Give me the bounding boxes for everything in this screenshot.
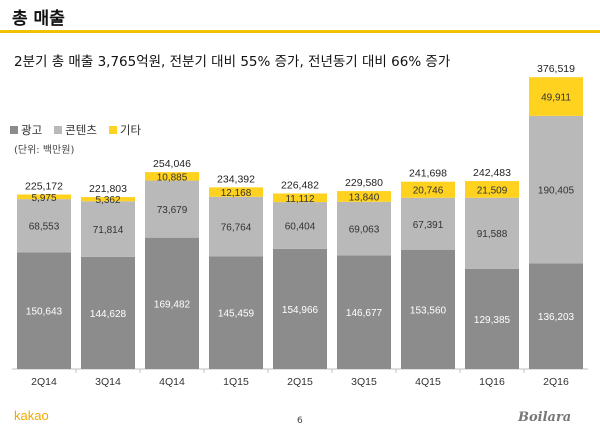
data-label: 76,764 [221, 223, 252, 234]
bar-광고-2Q16 [529, 263, 583, 369]
legend-item-other: 기타 [108, 122, 142, 138]
bar-광고-2Q15 [273, 248, 327, 369]
data-label: 11,112 [285, 194, 315, 205]
data-label: 68,553 [29, 222, 60, 233]
data-label: 49,911 [541, 93, 571, 104]
total-label: 229,580 [345, 177, 383, 189]
legend-item-ad: 광고 [10, 122, 42, 138]
footer-brand-logo: kakao [14, 408, 49, 423]
data-label: 169,482 [154, 299, 191, 310]
x-tick-label: 2Q16 [543, 376, 569, 388]
bar-기타-3Q14 [81, 197, 135, 202]
bar-콘텐츠-1Q15 [209, 196, 263, 257]
legend-item-content: 콘텐츠 [54, 122, 97, 138]
x-tick-label: 2Q15 [287, 376, 313, 388]
bar-광고-4Q14 [145, 237, 199, 369]
data-label: 153,560 [410, 305, 447, 316]
x-tick-label: 1Q16 [479, 376, 505, 388]
bar-콘텐츠-2Q14 [17, 199, 71, 253]
data-label: 129,385 [474, 315, 511, 326]
bar-기타-2Q14 [17, 194, 71, 200]
data-label: 5,362 [95, 195, 120, 206]
bar-광고-4Q15 [401, 249, 455, 369]
bar-기타-2Q15 [273, 193, 327, 203]
chart-legend: 광고 콘텐츠 기타 [10, 122, 141, 138]
bar-광고-1Q16 [465, 268, 519, 369]
data-label: 71,814 [93, 225, 124, 236]
bar-기타-2Q16 [529, 77, 583, 116]
x-tick-label: 4Q14 [159, 376, 185, 388]
x-tick-label: 3Q14 [95, 376, 121, 388]
bar-광고-2Q14 [17, 252, 71, 369]
bar-기타-3Q15 [337, 191, 391, 202]
bar-기타-1Q15 [209, 187, 263, 197]
data-label: 60,404 [285, 221, 316, 232]
data-label: 145,459 [218, 309, 255, 320]
total-label: 234,392 [217, 173, 255, 185]
legend-swatch-other [108, 126, 117, 134]
legend-label-content: 콘텐츠 [65, 123, 97, 137]
bar-콘텐츠-4Q14 [145, 180, 199, 238]
bar-콘텐츠-4Q15 [401, 197, 455, 250]
total-label: 241,698 [409, 168, 447, 180]
total-label: 226,482 [281, 179, 319, 191]
data-label: 73,679 [157, 205, 188, 216]
data-label: 5,975 [31, 193, 56, 204]
x-tick-label: 3Q15 [351, 376, 377, 388]
legend-swatch-ad [10, 126, 18, 134]
x-tick-label: 2Q14 [31, 376, 57, 388]
data-label: 146,677 [346, 308, 383, 319]
bar-콘텐츠-2Q15 [273, 202, 327, 249]
data-label: 21,509 [477, 185, 508, 196]
data-label: 190,405 [538, 186, 575, 197]
data-label: 13,840 [349, 192, 380, 203]
bar-콘텐츠-2Q16 [529, 115, 583, 264]
unit-note: (단위: 백만원) [14, 145, 75, 156]
data-label: 67,391 [413, 220, 444, 231]
data-label: 10,885 [157, 172, 188, 183]
legend-swatch-content [54, 126, 63, 134]
data-label: 20,746 [413, 186, 444, 197]
bar-콘텐츠-3Q15 [337, 201, 391, 256]
bar-기타-1Q16 [465, 181, 519, 198]
total-label: 254,046 [153, 158, 191, 170]
title-divider [0, 30, 600, 33]
bar-콘텐츠-1Q16 [465, 197, 519, 269]
data-label: 12,168 [221, 188, 252, 199]
bar-기타-4Q15 [401, 181, 455, 198]
data-label: 136,203 [538, 312, 575, 323]
data-label: 144,628 [90, 309, 127, 320]
legend-label-ad: 광고 [21, 123, 43, 137]
bar-콘텐츠-3Q14 [81, 201, 135, 257]
total-label: 376,519 [537, 63, 575, 75]
slide-subtitle: 2분기 총 매출 3,765억원, 전분기 대비 55% 증가, 전년동기 대비… [14, 54, 451, 70]
legend-label-other: 기타 [119, 123, 142, 137]
data-label: 69,063 [349, 225, 380, 236]
x-tick-label: 4Q15 [415, 376, 441, 388]
bar-광고-1Q15 [209, 256, 263, 369]
x-tick-label: 1Q15 [223, 376, 249, 388]
page-number: 6 [297, 416, 303, 426]
total-label: 225,172 [25, 180, 63, 192]
bar-광고-3Q14 [81, 256, 135, 369]
data-label: 150,643 [26, 307, 63, 318]
data-label: 154,966 [282, 305, 319, 316]
slide-title: 총 매출 [12, 9, 65, 29]
bar-기타-4Q14 [145, 172, 199, 181]
data-label: 91,588 [477, 229, 508, 240]
total-label: 242,483 [473, 167, 511, 179]
bar-광고-3Q15 [337, 255, 391, 369]
total-label: 221,803 [89, 183, 127, 195]
watermark-logo: Boilara [518, 410, 572, 425]
